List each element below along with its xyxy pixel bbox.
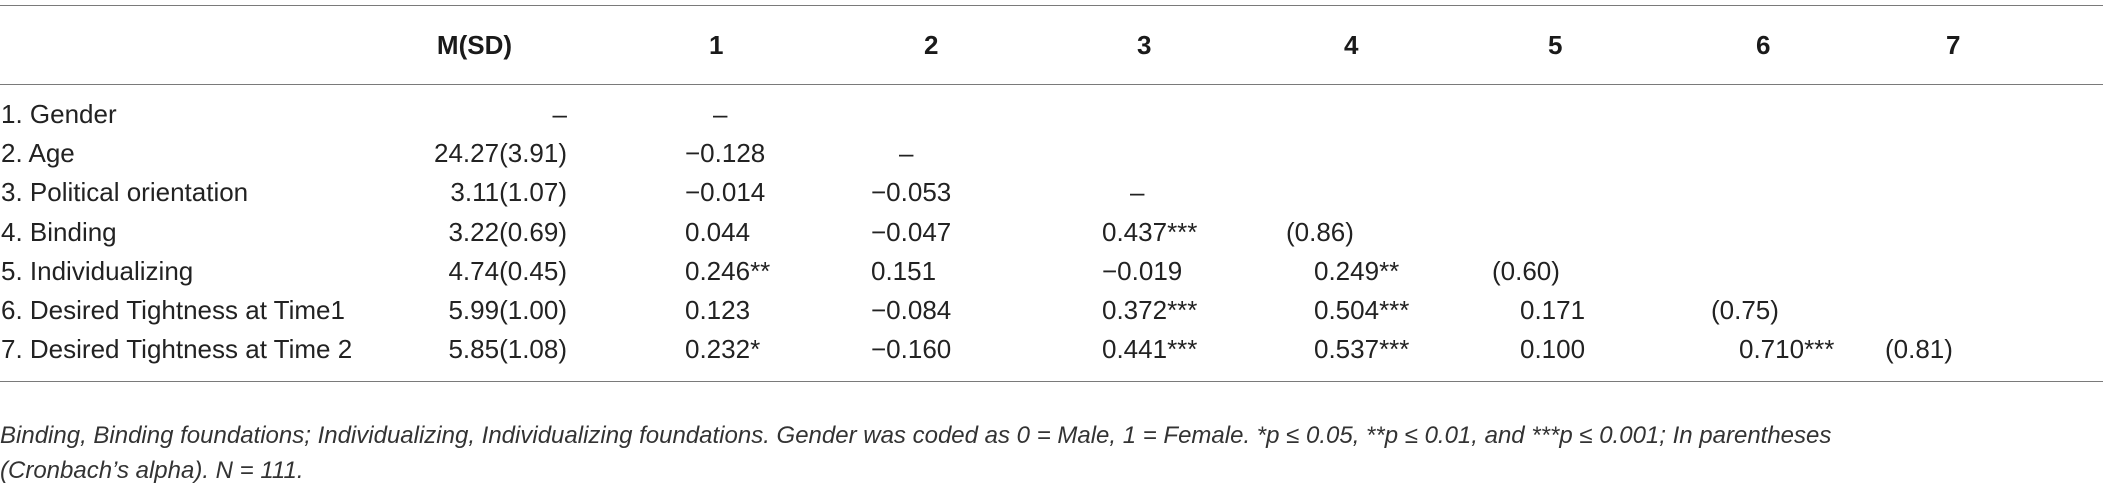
- header-row: M(SD) 1 2 3 4 5 6 7: [0, 5, 2103, 85]
- cell-col-5: [1398, 134, 1609, 173]
- cell-col-7: [1808, 213, 2103, 252]
- note-line-2: (Cronbach’s alpha). N = 111.: [0, 457, 304, 484]
- cell-col-7: (0.81): [1808, 330, 2103, 383]
- row-label: 3. Political orientation: [1, 177, 249, 208]
- table-row: 5. Individualizing 4.74(0.45) 0.246** 0.151…: [0, 252, 2103, 291]
- cell-col-5: 0.171: [1520, 295, 1586, 326]
- cell-col-3: –: [1130, 177, 1145, 208]
- row-label: 6. Desired Tightness at Time1: [1, 295, 345, 326]
- cell-col-6: [1609, 173, 1808, 212]
- table-row: 3. Political orientation 3.11(1.07) −0.014…: [0, 173, 2103, 212]
- table-body: 1. Gender – –2. Age 24.27(3.91) −0.128–3. Po…: [0, 85, 2103, 383]
- row-label: 2. Age: [1, 138, 75, 169]
- cell-col-2: [771, 85, 991, 135]
- cell-col-5: [1398, 213, 1609, 252]
- cell-col-6: (0.75): [1711, 295, 1779, 326]
- row-msd: 3.11(1.07): [450, 177, 567, 208]
- header-5: 5: [1398, 5, 1609, 85]
- cell-col-7: [1808, 291, 2103, 330]
- cell-col-2: −0.160: [771, 330, 991, 383]
- cell-col-1: −0.128: [685, 138, 766, 169]
- header-6: 6: [1609, 5, 1808, 85]
- cell-col-4: [1198, 85, 1398, 135]
- header-3: 3: [991, 5, 1198, 85]
- row-msd: 5.99(1.00): [448, 295, 567, 326]
- cell-col-4: [1198, 134, 1398, 173]
- cell-col-7: [1808, 85, 2103, 135]
- row-label: 4. Binding: [1, 216, 117, 247]
- cell-col-1: –: [713, 99, 728, 130]
- row-label: 1. Gender: [1, 99, 117, 130]
- cell-col-7: [1808, 134, 2103, 173]
- cell-col-4: 0.249**: [1314, 255, 1400, 286]
- cell-col-3: 0.437***: [1102, 216, 1198, 247]
- row-msd: 4.74(0.45): [448, 255, 567, 286]
- correlation-table: M(SD) 1 2 3 4 5 6 7 1. Gender – –2. Age 24.…: [0, 5, 2103, 383]
- table-row: 7. Desired Tightness at Time 2 5.85(1.08)…: [0, 330, 2103, 383]
- header-4: 4: [1198, 5, 1398, 85]
- cell-col-7: [1808, 173, 2103, 212]
- cell-col-4: 0.537***: [1198, 330, 1409, 383]
- cell-col-5: [1398, 85, 1609, 135]
- cell-col-6: 0.710***: [1609, 330, 1834, 383]
- cell-col-1: −0.014: [685, 177, 766, 208]
- cell-col-4: [1198, 173, 1398, 212]
- table-row: 4. Binding 3.22(0.69) 0.044 −0.047 0.437*** (…: [0, 213, 2103, 252]
- cell-col-2: –: [899, 138, 914, 169]
- header-msd: M(SD): [395, 5, 568, 85]
- cell-col-2: 0.151: [871, 255, 937, 286]
- cell-col-4: 0.504***: [1314, 295, 1410, 326]
- header-1: 1: [568, 5, 771, 85]
- cell-col-3: [991, 134, 1198, 173]
- row-label: 7. Desired Tightness at Time 2: [0, 330, 395, 383]
- cell-col-3: 0.441***: [991, 330, 1198, 383]
- row-label: 5. Individualizing: [1, 255, 194, 286]
- cell-col-2: −0.053: [871, 177, 952, 208]
- row-msd: 24.27(3.91): [434, 138, 567, 169]
- cell-col-1: 0.232*: [568, 330, 771, 383]
- table-row: 2. Age 24.27(3.91) −0.128 –: [0, 134, 2103, 173]
- cell-col-2: −0.047: [871, 216, 952, 247]
- table-row: 6. Desired Tightness at Time1 5.99(1.00) 0…: [0, 291, 2103, 330]
- header-7: 7: [1808, 5, 2103, 85]
- cell-col-1: 0.246**: [685, 255, 771, 286]
- cell-col-6: [1609, 85, 1808, 135]
- row-msd: –: [552, 99, 567, 130]
- note-line-1: Binding, Binding foundations; Individual…: [0, 422, 1832, 449]
- row-msd: 5.85(1.08): [395, 330, 568, 383]
- cell-col-6: [1609, 134, 1808, 173]
- cell-col-2: −0.084: [871, 295, 952, 326]
- cell-col-7: [1808, 252, 2103, 291]
- header-label: [0, 5, 395, 85]
- cell-col-6: [1609, 213, 1808, 252]
- header-2: 2: [771, 5, 991, 85]
- cell-col-4: (0.86): [1286, 216, 1354, 247]
- cell-col-3: [991, 85, 1198, 135]
- cell-col-5: 0.100: [1398, 330, 1609, 383]
- cell-col-6: [1609, 252, 1808, 291]
- cell-col-1: 0.123: [685, 295, 751, 326]
- table-note: Binding, Binding foundations; Individual…: [0, 418, 2090, 488]
- cell-col-1: 0.044: [685, 216, 751, 247]
- table-row: 1. Gender – –: [0, 85, 2103, 135]
- cell-col-3: −0.019: [1102, 255, 1183, 286]
- cell-col-5: [1398, 173, 1609, 212]
- cell-col-3: 0.372***: [1102, 295, 1198, 326]
- row-msd: 3.22(0.69): [448, 216, 567, 247]
- cell-col-5: (0.60): [1492, 255, 1560, 286]
